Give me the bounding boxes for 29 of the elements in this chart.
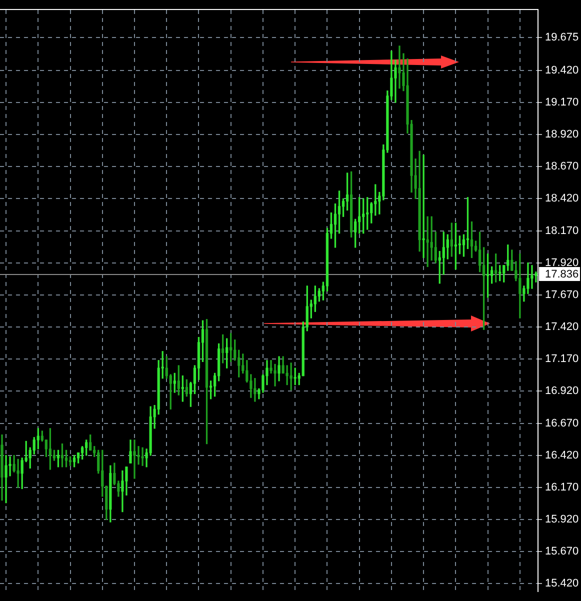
candlestick (4, 455, 8, 504)
candlestick (133, 440, 136, 479)
y-tick-label: 18.420 (545, 192, 579, 205)
y-tick-label: 17.420 (545, 321, 579, 334)
y-tick-label: 15.420 (545, 578, 579, 590)
candlestick (274, 364, 276, 386)
candlestick (141, 447, 144, 466)
y-tick-label: 15.670 (545, 546, 579, 558)
candlestick (518, 254, 522, 318)
y-tick-label: 16.170 (545, 481, 579, 494)
candlestick (254, 378, 256, 402)
y-tick-label: 17.920 (545, 256, 579, 269)
y-tick-label: 16.920 (545, 385, 579, 398)
candlestick (422, 154, 425, 258)
y-tick-label: 18.670 (545, 160, 579, 173)
y-tick-label: 16.670 (545, 417, 579, 430)
y-tick-label: 17.670 (545, 288, 579, 301)
y-tick-label: 19.170 (545, 96, 579, 108)
candlestick (286, 365, 288, 386)
y-tick-label: 17.170 (545, 353, 579, 366)
y-tick-label: 19.675 (545, 32, 579, 44)
y-tick-label: 16.420 (545, 449, 579, 462)
y-tick-label: 15.920 (545, 514, 579, 526)
y-tick-label: 19.420 (545, 64, 579, 76)
y-tick-label: 18.920 (545, 128, 579, 141)
candlestick (398, 46, 401, 89)
candlestick (16, 458, 20, 488)
y-tick-label: 18.170 (545, 224, 579, 237)
ref-line-label: 17.836 (545, 268, 579, 281)
